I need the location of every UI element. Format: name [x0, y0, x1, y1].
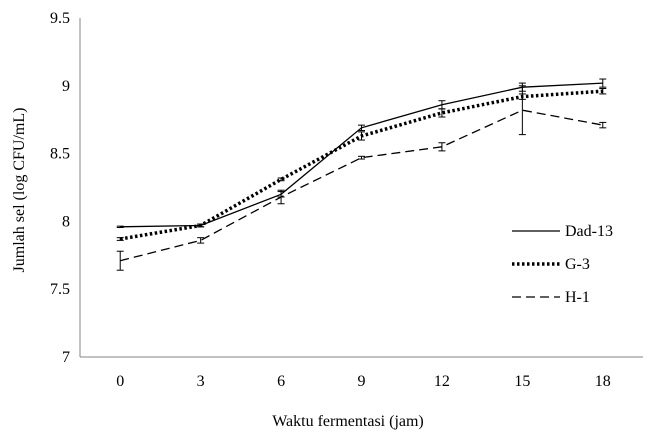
x-tick-label: 9 [358, 373, 366, 390]
error-bar [599, 88, 607, 95]
y-tick-label: 8.5 [50, 146, 70, 163]
error-bar [116, 250, 124, 271]
y-tick-label: 9 [62, 78, 70, 95]
error-bar [438, 142, 446, 152]
y-tick-label: 7 [62, 349, 70, 366]
x-tick-label: 15 [514, 373, 530, 390]
legend: Dad-13 G-3 H-1 [512, 223, 613, 306]
x-tick-label: 6 [277, 373, 285, 390]
y-tick-label: 9.5 [50, 10, 70, 27]
y-tick-label: 8 [62, 213, 70, 230]
x-tick-label: 18 [595, 373, 611, 390]
error-bar [197, 223, 205, 228]
series-line [119, 89, 603, 241]
error-bar [358, 155, 365, 160]
legend-item-dad-13: Dad-13 [512, 223, 613, 240]
series-line [120, 82, 603, 228]
legend-label: H-1 [565, 289, 590, 306]
error-bar [518, 85, 526, 136]
legend-label: Dad-13 [565, 223, 613, 240]
series-layer [116, 78, 607, 271]
x-tick-label: 3 [197, 373, 205, 390]
series-dad-13 [116, 78, 607, 229]
series-h-1 [116, 85, 607, 271]
x-tick-label: 12 [434, 373, 450, 390]
legend-item-h-1: H-1 [512, 289, 590, 306]
error-bar [116, 237, 124, 241]
error-bar [438, 108, 446, 118]
error-bar [197, 237, 205, 244]
error-bar [277, 189, 285, 205]
error-bar [277, 177, 285, 182]
error-bar [116, 225, 124, 229]
legend-label: G-3 [565, 256, 590, 273]
y-tick-label: 7.5 [50, 281, 70, 298]
error-bar [358, 124, 365, 132]
error-bar [599, 121, 607, 129]
error-bar [599, 78, 607, 88]
y-axis-title: Jumlah sel (log CFU/mL) [11, 108, 28, 273]
x-tick-label: 0 [116, 373, 124, 390]
legend-item-g-3: G-3 [512, 256, 590, 273]
x-axis-title: Waktu fermentasi (jam) [272, 413, 424, 430]
error-bar [358, 131, 365, 141]
axes: 7 7.5 8 8.5 9 9.5 0 3 6 9 12 15 18 [50, 10, 643, 390]
series-g-3 [116, 88, 607, 241]
